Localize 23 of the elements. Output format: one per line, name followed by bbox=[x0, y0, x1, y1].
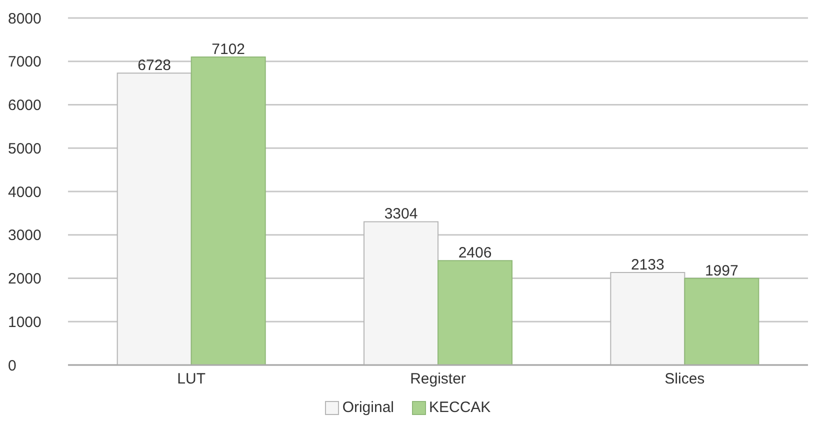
data-label: 7102 bbox=[212, 40, 246, 58]
data-label: 2406 bbox=[458, 244, 492, 262]
y-tick-label: 6000 bbox=[8, 97, 42, 114]
y-tick-label: 3000 bbox=[8, 227, 42, 244]
x-tick-label: Register bbox=[410, 370, 466, 388]
y-tick-label: 7000 bbox=[8, 54, 42, 71]
x-tick-label: LUT bbox=[177, 370, 206, 388]
legend-label: KECCAK bbox=[429, 399, 491, 416]
data-label: 6728 bbox=[138, 57, 172, 74]
y-tick-label: 0 bbox=[8, 357, 16, 374]
bar bbox=[438, 260, 512, 365]
data-label: 2133 bbox=[630, 256, 664, 274]
y-tick-label: 4000 bbox=[8, 184, 42, 201]
data-label: 3304 bbox=[384, 206, 418, 223]
y-tick-label: 2000 bbox=[8, 270, 42, 288]
y-tick-label: 1000 bbox=[8, 314, 42, 331]
x-tick-label: Slices bbox=[664, 370, 705, 388]
data-label: 1997 bbox=[704, 262, 738, 280]
bar bbox=[684, 278, 760, 365]
y-tick-label: 5000 bbox=[8, 140, 42, 158]
y-tick-label: 8000 bbox=[8, 10, 42, 28]
legend-label: Original bbox=[342, 399, 394, 416]
bar bbox=[190, 56, 266, 365]
